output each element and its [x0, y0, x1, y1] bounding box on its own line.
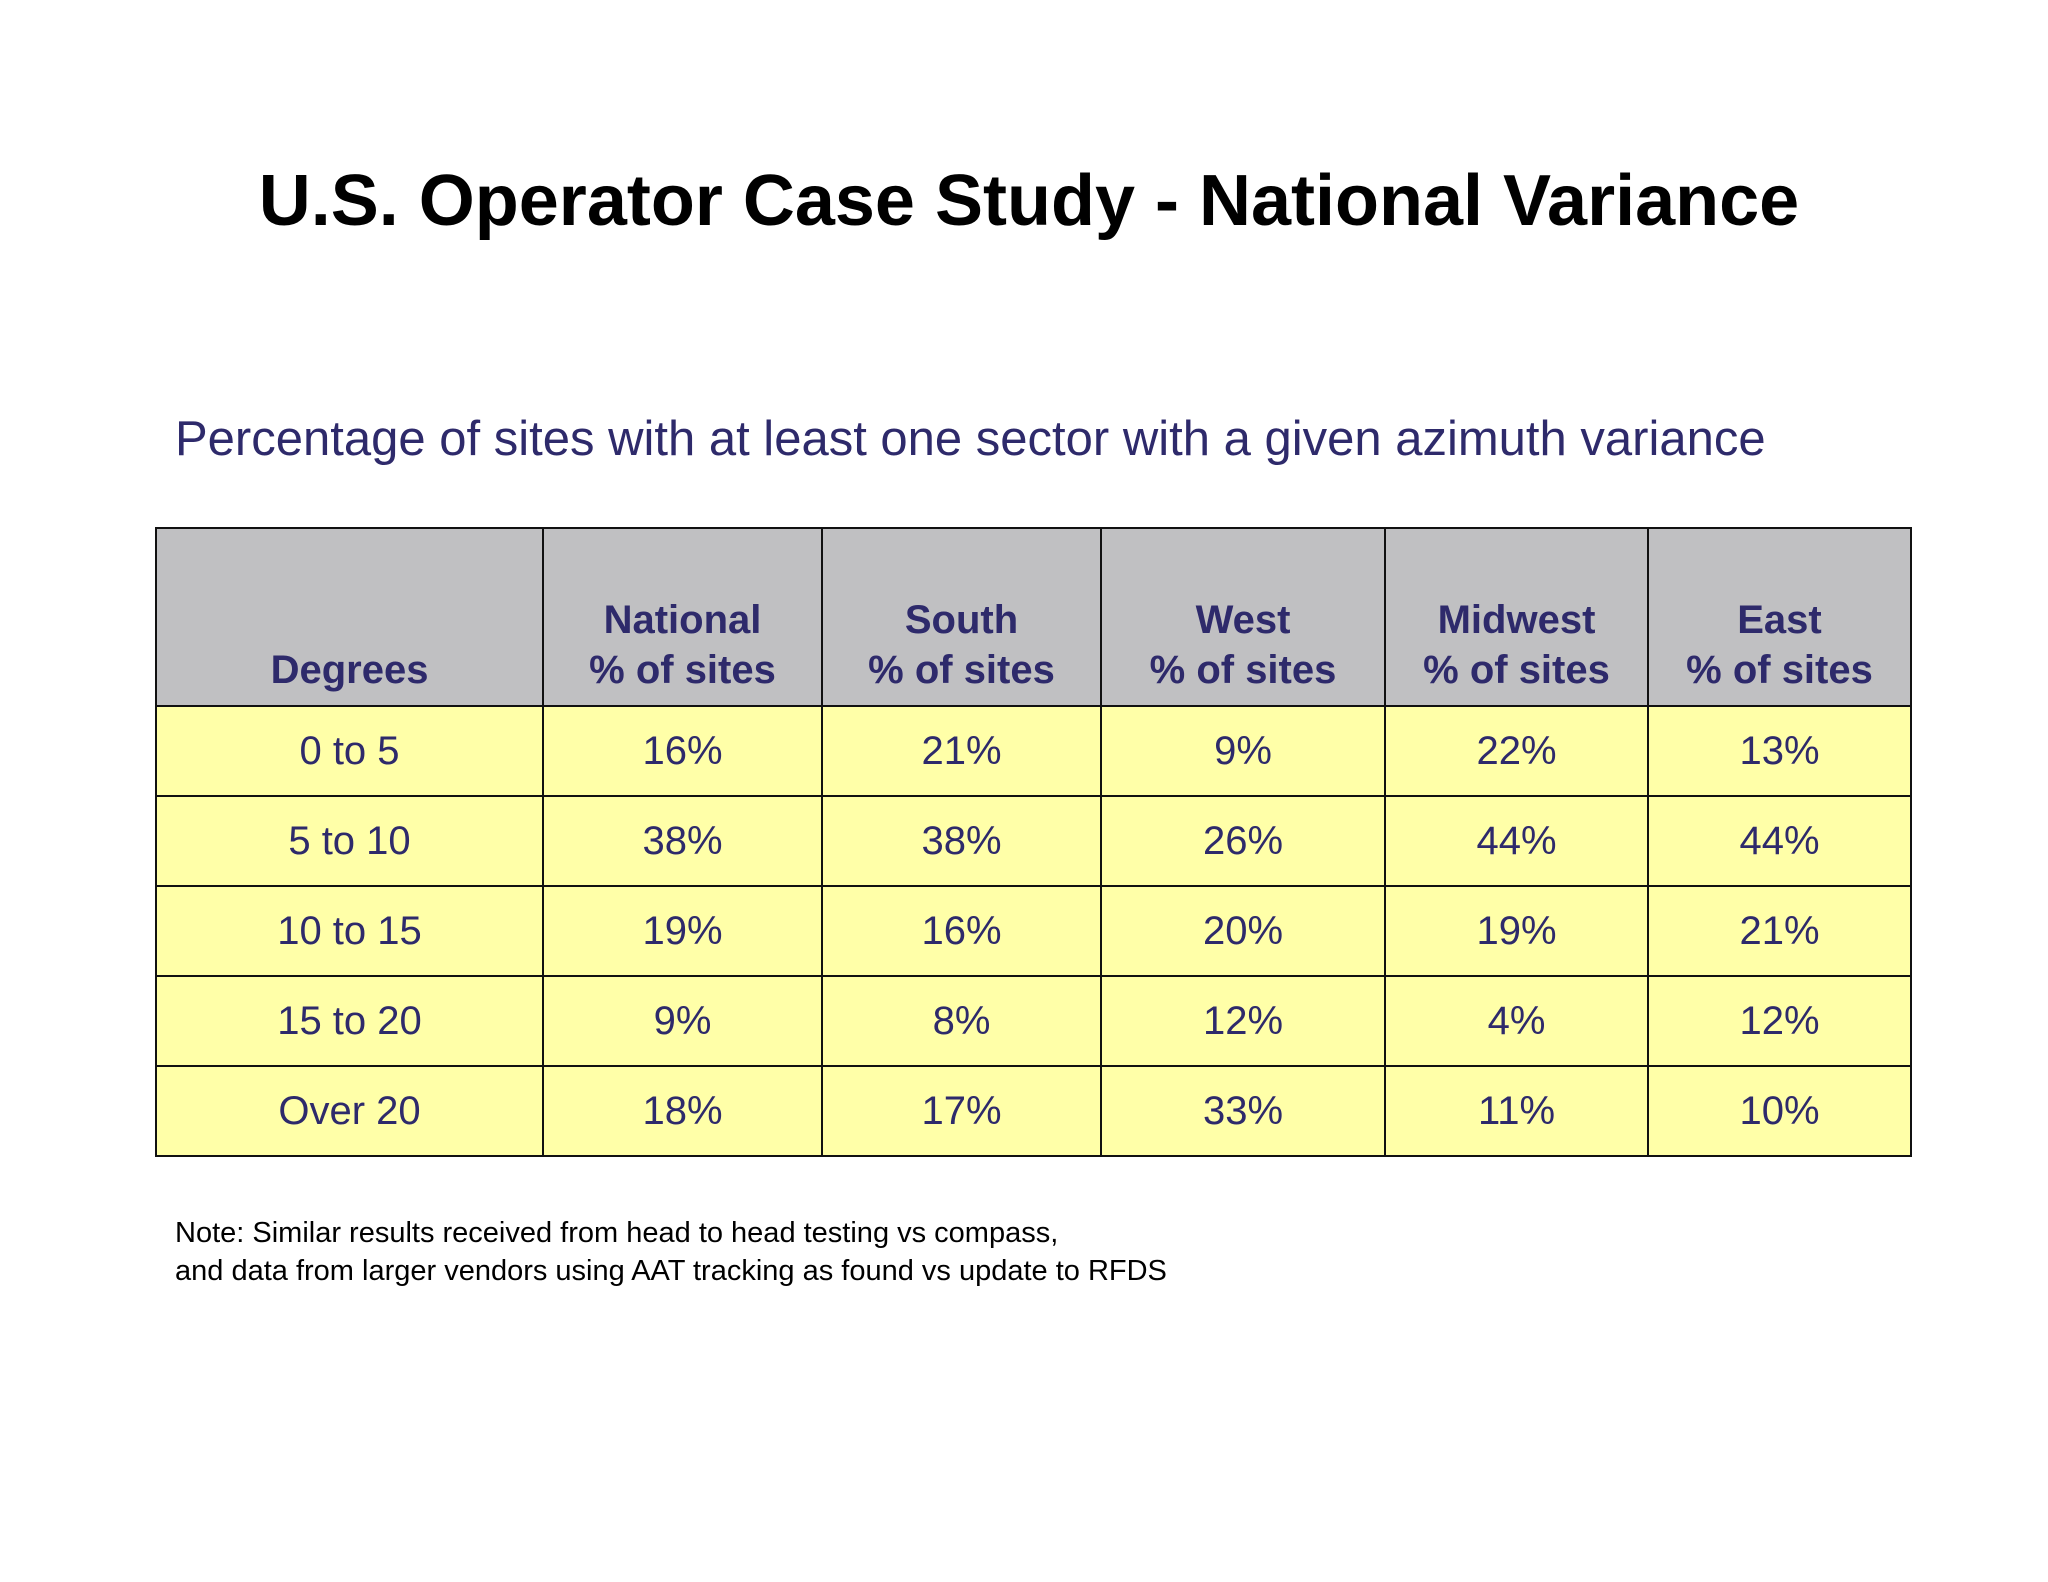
footnote-line: and data from larger vendors using AAT t…: [175, 1255, 1167, 1287]
header-line: National: [603, 598, 762, 642]
cell-degrees: 15 to 20: [155, 975, 544, 1067]
table-row: 10 to 15 19% 16% 20% 19% 21%: [155, 885, 1912, 977]
cell-east: 21%: [1647, 885, 1912, 977]
cell-east: 12%: [1647, 975, 1912, 1067]
cell-midwest: 4%: [1384, 975, 1649, 1067]
cell-national: 19%: [542, 885, 823, 977]
cell-midwest: 19%: [1384, 885, 1649, 977]
table-header-row: Degrees National % of sites South % of s…: [155, 527, 1912, 707]
header-west: West % of sites: [1100, 527, 1386, 707]
azimuth-variance-table: Degrees National % of sites South % of s…: [155, 527, 1912, 1157]
cell-west: 33%: [1100, 1065, 1386, 1157]
footnote: Note: Similar results received from head…: [175, 1214, 1167, 1290]
cell-south: 8%: [821, 975, 1102, 1067]
cell-degrees: 0 to 5: [155, 705, 544, 797]
cell-midwest: 44%: [1384, 795, 1649, 887]
cell-south: 16%: [821, 885, 1102, 977]
cell-midwest: 22%: [1384, 705, 1649, 797]
cell-south: 17%: [821, 1065, 1102, 1157]
cell-west: 9%: [1100, 705, 1386, 797]
header-line: West: [1195, 598, 1291, 642]
table-row: 15 to 20 9% 8% 12% 4% 12%: [155, 975, 1912, 1067]
header-line: % of sites: [1149, 648, 1337, 692]
header-line: % of sites: [589, 648, 776, 692]
header-line: Degrees: [270, 648, 429, 692]
cell-west: 12%: [1100, 975, 1386, 1067]
cell-degrees: 5 to 10: [155, 795, 544, 887]
table-row: 5 to 10 38% 38% 26% 44% 44%: [155, 795, 1912, 887]
header-line: Midwest: [1437, 598, 1596, 642]
header-south: South % of sites: [821, 527, 1102, 707]
header-line: East: [1737, 598, 1822, 642]
page-title: U.S. Operator Case Study - National Vari…: [258, 161, 1800, 241]
header-line: % of sites: [868, 648, 1055, 692]
cell-degrees: 10 to 15: [155, 885, 544, 977]
table-row: 0 to 5 16% 21% 9% 22% 13%: [155, 705, 1912, 797]
cell-national: 38%: [542, 795, 823, 887]
cell-midwest: 11%: [1384, 1065, 1649, 1157]
table-row: Over 20 18% 17% 33% 11% 10%: [155, 1065, 1912, 1157]
header-degrees: Degrees: [155, 527, 544, 707]
table-subtitle: Percentage of sites with at least one se…: [175, 412, 1766, 466]
cell-south: 38%: [821, 795, 1102, 887]
header-national: National % of sites: [542, 527, 823, 707]
cell-national: 18%: [542, 1065, 823, 1157]
cell-west: 20%: [1100, 885, 1386, 977]
cell-national: 9%: [542, 975, 823, 1067]
header-line: % of sites: [1686, 648, 1873, 692]
header-midwest: Midwest % of sites: [1384, 527, 1649, 707]
cell-south: 21%: [821, 705, 1102, 797]
header-line: South: [904, 598, 1019, 642]
cell-west: 26%: [1100, 795, 1386, 887]
cell-degrees: Over 20: [155, 1065, 544, 1157]
footnote-line: Note: Similar results received from head…: [175, 1217, 1059, 1249]
cell-national: 16%: [542, 705, 823, 797]
header-line: % of sites: [1423, 648, 1610, 692]
cell-east: 44%: [1647, 795, 1912, 887]
header-east: East % of sites: [1647, 527, 1912, 707]
cell-east: 13%: [1647, 705, 1912, 797]
cell-east: 10%: [1647, 1065, 1912, 1157]
